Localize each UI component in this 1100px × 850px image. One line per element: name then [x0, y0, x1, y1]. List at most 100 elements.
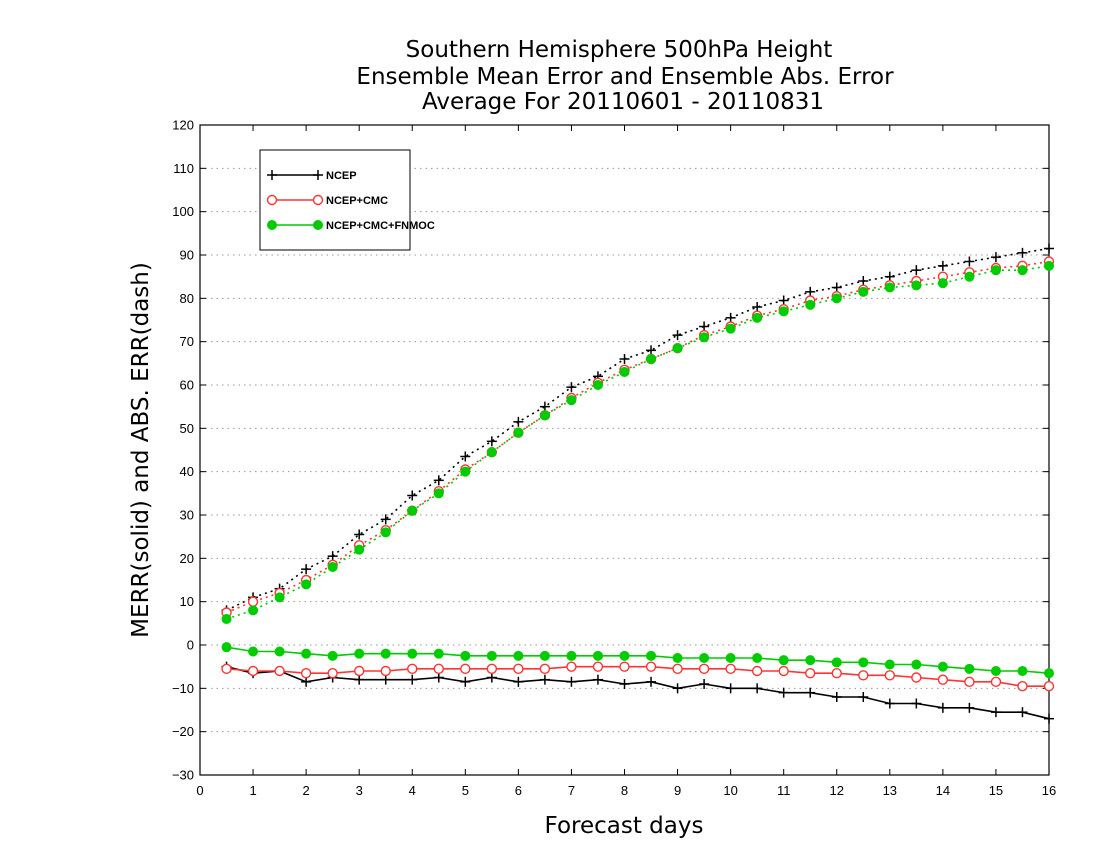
abs-err-point — [725, 312, 736, 323]
abs-err-line — [226, 265, 1050, 620]
abs-err-point — [858, 286, 869, 297]
merr-point — [778, 665, 789, 677]
merr-point — [539, 663, 551, 675]
legend-marker — [312, 194, 324, 206]
abs-err-line — [226, 247, 1050, 612]
chart-title-line-1: Southern Hemisphere 500hPa Height — [406, 37, 833, 63]
abs-err-point — [1044, 243, 1054, 254]
abs-err-point — [1044, 260, 1054, 271]
abs-err-point — [884, 282, 895, 293]
merr-point — [354, 674, 365, 685]
abs-err-point — [1017, 265, 1028, 276]
y-tick-label: −20 — [172, 724, 194, 739]
abs-err-point — [725, 323, 736, 334]
abs-err-point — [646, 354, 657, 364]
merr-point — [698, 663, 710, 675]
merr-point — [858, 692, 869, 702]
abs-err-point — [407, 505, 418, 516]
legend-marker — [267, 170, 277, 180]
merr-point — [460, 650, 471, 661]
merr-point — [937, 674, 949, 685]
abs-err-point — [460, 466, 471, 477]
merr-point — [407, 663, 418, 675]
merr-point — [380, 674, 391, 685]
x-tick-label: 16 — [1042, 783, 1056, 798]
abs-err-point — [937, 260, 948, 271]
merr-point — [964, 702, 975, 713]
merr-point — [221, 663, 232, 675]
legend-marker — [313, 170, 323, 180]
merr-point — [858, 670, 869, 681]
abs-err-point — [964, 271, 975, 282]
y-tick-label: 50 — [180, 421, 194, 436]
legend-entry: NCEP — [267, 170, 357, 182]
legend-label: NCEP — [326, 170, 357, 182]
merr-point — [301, 648, 312, 659]
merr-point — [433, 648, 444, 659]
merr-point — [460, 663, 471, 675]
merr-point — [566, 676, 577, 687]
merr-point — [672, 683, 683, 694]
merr-point — [247, 665, 259, 677]
x-tick-label: 1 — [249, 783, 256, 798]
merr-point — [433, 663, 444, 675]
y-tick-label: 90 — [180, 248, 194, 263]
merr-point — [592, 674, 603, 685]
chart-title: Southern Hemisphere 500hPa Height Ensemb… — [356, 37, 894, 115]
merr-point — [911, 698, 922, 709]
merr-point — [221, 642, 232, 653]
abs-err-point — [672, 343, 683, 354]
merr-point — [486, 650, 497, 661]
merr-point — [354, 648, 365, 659]
merr-point — [460, 676, 471, 687]
abs-err-point — [646, 345, 657, 356]
abs-err-point — [486, 447, 497, 458]
abs-err-point — [327, 551, 338, 562]
merr-point — [513, 676, 524, 687]
merr-point — [699, 653, 710, 663]
x-tick-label: 13 — [883, 783, 897, 798]
abs-err-point — [884, 271, 895, 282]
abs-err-point — [566, 382, 577, 393]
merr-point — [1017, 680, 1028, 692]
abs-err-point — [274, 592, 285, 603]
abs-err-point — [672, 330, 683, 341]
abs-err-point — [433, 488, 444, 499]
x-tick-label: 0 — [196, 783, 203, 798]
grid-lines — [200, 167, 1049, 733]
merr-point — [1017, 707, 1028, 718]
x-tick-label: 3 — [356, 783, 363, 798]
legend-label: NCEP+CMC — [326, 195, 388, 207]
merr-line — [226, 646, 1050, 674]
merr-point — [646, 650, 657, 661]
merr-point — [831, 692, 842, 702]
merr-point — [937, 661, 948, 672]
merr-point — [248, 646, 259, 657]
x-tick-label: 12 — [830, 783, 844, 798]
abs-err-point — [831, 293, 842, 304]
merr-point — [566, 650, 577, 661]
merr-point — [751, 665, 763, 677]
merr-point — [911, 672, 922, 683]
chart-title-line-2: Ensemble Mean Error and Ensemble Abs. Er… — [356, 64, 894, 90]
legend: NCEP NCEP+CMC NCEP+CMC+FNMOC — [259, 149, 435, 251]
y-tick-label: 40 — [180, 464, 194, 479]
merr-point — [301, 676, 312, 687]
x-tick-label: 2 — [303, 783, 310, 798]
abs-err-point — [778, 295, 789, 306]
legend-entry: NCEP+CMC — [266, 194, 388, 207]
merr-point — [619, 650, 630, 661]
abs-err-point — [513, 416, 524, 427]
abs-err-point — [699, 321, 710, 332]
y-tick-label: 100 — [172, 204, 194, 219]
merr-point — [1043, 680, 1055, 692]
merr-point — [539, 674, 550, 685]
abs-err-point — [699, 332, 710, 343]
y-axis-label: MERR(solid) and ABS. ERR(dash) — [128, 262, 154, 638]
abs-err-point — [380, 527, 391, 538]
merr-point — [274, 665, 285, 677]
legend-marker — [267, 220, 277, 230]
merr-point — [327, 650, 338, 661]
